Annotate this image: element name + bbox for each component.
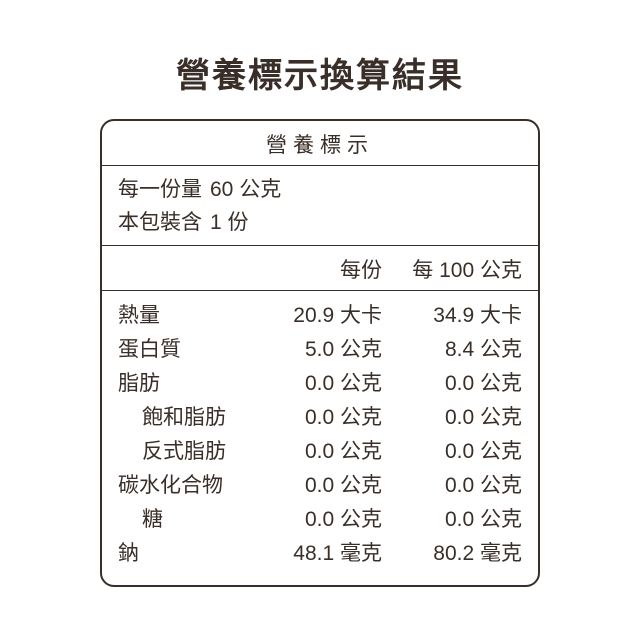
page-title: 營養標示換算結果 bbox=[176, 48, 464, 97]
nutrition-rows: 熱量20.9 大卡34.9 大卡蛋白質5.0 公克8.4 公克脂肪0.0 公克0… bbox=[102, 291, 538, 571]
serving-count-line: 本包裝含 1 份 bbox=[118, 207, 522, 240]
nutrient-label: 飽和脂肪 bbox=[118, 401, 264, 435]
nutrient-label: 熱量 bbox=[118, 299, 264, 333]
serving-size-value: 60 公克 bbox=[210, 174, 281, 207]
nutrient-label: 鈉 bbox=[118, 537, 264, 571]
value-per-100g: 0.0 公克 bbox=[382, 401, 522, 435]
nutrition-row: 脂肪0.0 公克0.0 公克 bbox=[118, 367, 522, 401]
nutrient-label: 反式脂肪 bbox=[118, 435, 264, 469]
nutrient-label: 碳水化合物 bbox=[118, 469, 264, 503]
value-per-100g: 34.9 大卡 bbox=[382, 299, 522, 333]
value-per-serving: 0.0 公克 bbox=[264, 469, 382, 503]
serving-block: 每一份量 60 公克 本包裝含 1 份 bbox=[102, 166, 538, 246]
value-per-100g: 0.0 公克 bbox=[382, 503, 522, 537]
column-per-serving: 每份 bbox=[264, 254, 382, 284]
value-per-serving: 0.0 公克 bbox=[264, 367, 382, 401]
value-per-serving: 5.0 公克 bbox=[264, 333, 382, 367]
value-per-100g: 80.2 毫克 bbox=[382, 537, 522, 571]
serving-size-label: 每一份量 bbox=[118, 174, 202, 207]
value-per-100g: 8.4 公克 bbox=[382, 333, 522, 367]
serving-count-label: 本包裝含 bbox=[118, 207, 202, 240]
value-per-100g: 0.0 公克 bbox=[382, 435, 522, 469]
value-per-100g: 0.0 公克 bbox=[382, 367, 522, 401]
nutrient-label: 脂肪 bbox=[118, 367, 264, 401]
nutrient-label: 糖 bbox=[118, 503, 264, 537]
serving-count-value: 1 份 bbox=[210, 207, 249, 240]
panel-header: 營養標示 bbox=[102, 121, 538, 166]
nutrition-row: 熱量20.9 大卡34.9 大卡 bbox=[118, 299, 522, 333]
nutrition-row: 反式脂肪0.0 公克0.0 公克 bbox=[118, 435, 522, 469]
nutrition-row: 蛋白質5.0 公克8.4 公克 bbox=[118, 333, 522, 367]
nutrient-label: 蛋白質 bbox=[118, 333, 264, 367]
value-per-serving: 48.1 毫克 bbox=[264, 537, 382, 571]
nutrition-row: 飽和脂肪0.0 公克0.0 公克 bbox=[118, 401, 522, 435]
nutrition-row: 鈉48.1 毫克80.2 毫克 bbox=[118, 537, 522, 571]
value-per-100g: 0.0 公克 bbox=[382, 469, 522, 503]
value-per-serving: 0.0 公克 bbox=[264, 503, 382, 537]
value-per-serving: 0.0 公克 bbox=[264, 401, 382, 435]
nutrition-panel: 營養標示 每一份量 60 公克 本包裝含 1 份 每份 每 100 公克 熱量2… bbox=[100, 119, 540, 587]
nutrition-row: 糖0.0 公克0.0 公克 bbox=[118, 503, 522, 537]
value-per-serving: 20.9 大卡 bbox=[264, 299, 382, 333]
serving-size-line: 每一份量 60 公克 bbox=[118, 174, 522, 207]
value-per-serving: 0.0 公克 bbox=[264, 435, 382, 469]
column-name-spacer bbox=[118, 254, 264, 284]
column-per-100g: 每 100 公克 bbox=[382, 254, 522, 284]
nutrition-row: 碳水化合物0.0 公克0.0 公克 bbox=[118, 469, 522, 503]
column-headers: 每份 每 100 公克 bbox=[102, 246, 538, 291]
